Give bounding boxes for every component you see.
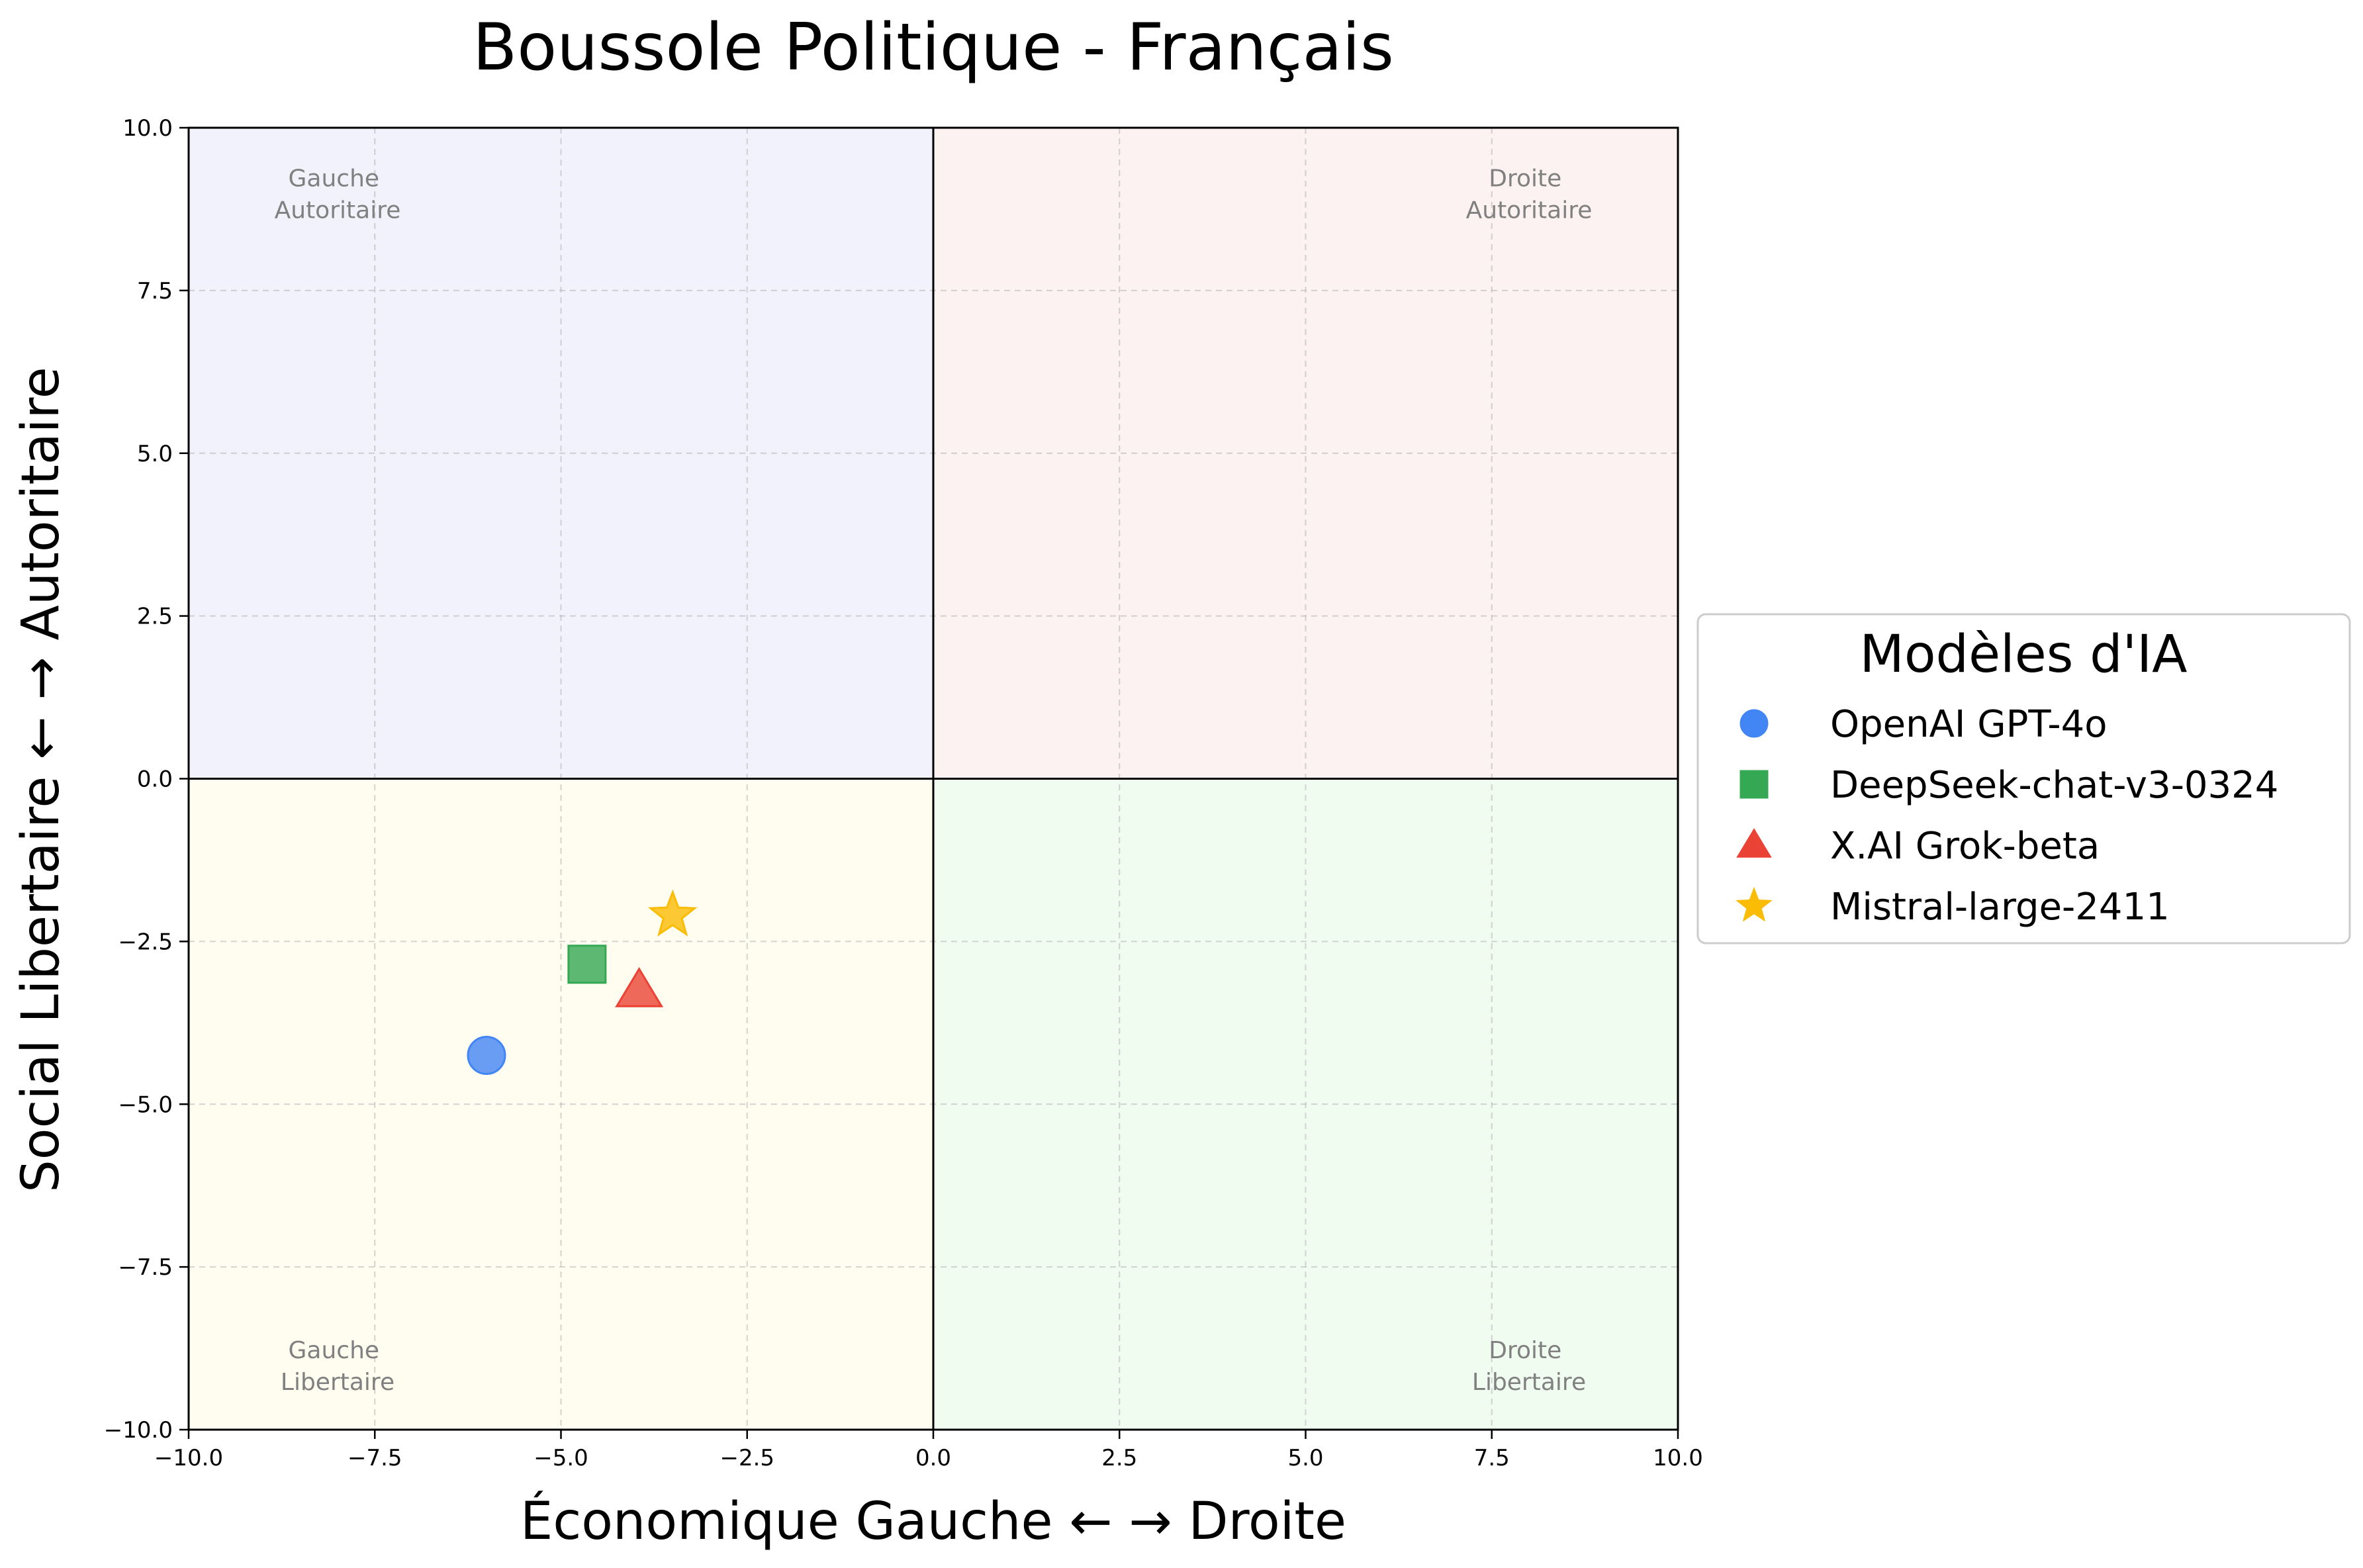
quadrant-label-line: Autoritaire [1466, 197, 1593, 224]
x-tick-label: 0.0 [915, 1445, 951, 1471]
quadrant-label-bottom-left: Gauche Libertaire [281, 1337, 394, 1396]
legend-marker-square [1739, 770, 1769, 799]
legend-marker-triangle [1736, 828, 1772, 858]
y-tick-label: 2.5 [137, 604, 173, 630]
point-star [647, 889, 698, 937]
legend-label: Mistral-large-2411 [1830, 886, 2170, 929]
quadrant-labels: Gauche Autoritaire Droite Autoritaire Ga… [275, 165, 1593, 1396]
y-tick-label: 10.0 [122, 115, 173, 142]
legend-label: DeepSeek-chat-v3-0324 [1830, 764, 2278, 807]
x-tick-label: −7.5 [348, 1445, 402, 1471]
legend-items: OpenAI GPT-4o DeepSeek-chat-v3-0324 X.AI G… [1736, 703, 2278, 929]
x-tick-labels: −10.0 −7.5 −5.0 −2.5 0.0 2.5 5.0 7.5 10.0 [154, 1445, 1703, 1471]
quadrant-label-line: Gauche [289, 1337, 380, 1364]
quadrant-label-line: Autoritaire [275, 197, 401, 224]
point-circle [467, 1035, 506, 1075]
y-axis-title: Social Libertaire ← → Autoritaire [11, 367, 71, 1192]
x-tick-label: 5.0 [1287, 1445, 1323, 1471]
legend-title: Modèles d'IA [1860, 625, 2188, 684]
quadrant-label-line: Libertaire [1472, 1369, 1586, 1396]
x-tick-label: 10.0 [1653, 1445, 1703, 1471]
legend-marker-star [1736, 886, 1773, 922]
x-tick-label: 2.5 [1101, 1445, 1137, 1471]
quadrant-label-bottom-right: Droite Libertaire [1472, 1337, 1586, 1396]
legend-label: OpenAI GPT-4o [1830, 703, 2108, 746]
y-tick-label: −2.5 [118, 929, 173, 955]
data-points [467, 889, 698, 1075]
x-tick-label: −5.0 [533, 1445, 588, 1471]
point-triangle [615, 967, 664, 1007]
legend-marker-circle [1739, 709, 1769, 738]
legend: Modèles d'IA OpenAI GPT-4o DeepSeek-chat-… [1696, 613, 2351, 945]
center-axis-lines [189, 128, 1678, 1430]
quadrant-label-line: Droite [1489, 1337, 1561, 1364]
x-tick-label: −2.5 [719, 1445, 774, 1471]
y-tick-label: −7.5 [118, 1254, 173, 1281]
x-tick-label: −10.0 [154, 1445, 223, 1471]
quadrant-label-top-right: Droite Autoritaire [1466, 165, 1593, 224]
y-tick-label: −10.0 [104, 1417, 173, 1444]
y-tick-label: 7.5 [137, 278, 173, 304]
y-tick-label: 5.0 [137, 441, 173, 467]
x-axis-title: Économique Gauche ← → Droite [520, 1491, 1346, 1551]
quadrant-label-top-left: Gauche Autoritaire [275, 165, 401, 224]
point-square [567, 945, 607, 984]
axis-ticks [179, 126, 1679, 1439]
legend-box [1696, 613, 2351, 945]
quadrant-label-line: Libertaire [281, 1369, 394, 1396]
quadrant-label-line: Gauche [289, 165, 380, 193]
y-tick-labels: −10.0 −7.5 −5.0 −2.5 0.0 2.5 5.0 7.5 10.0 [104, 115, 173, 1444]
chart-title: Boussole Politique - Français [473, 10, 1394, 85]
x-tick-label: 7.5 [1474, 1445, 1510, 1471]
quadrant-label-line: Droite [1489, 165, 1561, 193]
y-tick-label: −5.0 [118, 1091, 173, 1118]
y-tick-label: 0.0 [137, 766, 173, 793]
legend-label: X.AI Grok-beta [1830, 825, 2100, 868]
